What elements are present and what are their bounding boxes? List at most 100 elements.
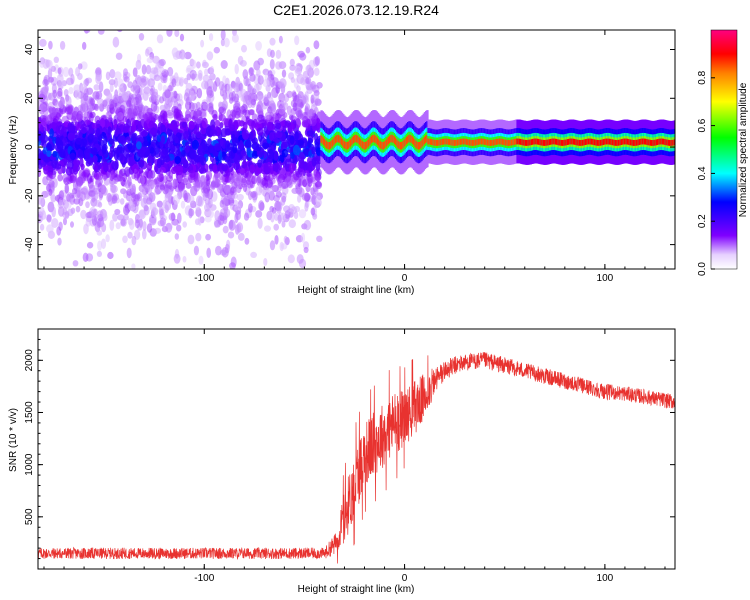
heatmap-blob xyxy=(257,217,263,229)
colorbar-tick-label: 0.8 xyxy=(697,70,708,84)
heatmap-blob xyxy=(299,113,304,120)
heatmap-blob xyxy=(257,159,262,168)
heatmap-blob xyxy=(284,176,293,187)
heatmap-blob xyxy=(120,219,126,226)
heatmap-blob xyxy=(282,102,289,111)
heatmap-blob xyxy=(65,166,73,176)
heatmap-blob xyxy=(270,49,275,59)
heatmap-blob xyxy=(101,144,107,155)
heatmap-blob xyxy=(52,150,58,158)
heatmap-blob xyxy=(95,90,103,100)
heatmap-blob xyxy=(159,184,166,191)
heatmap-blob xyxy=(255,210,263,218)
heatmap-blob xyxy=(63,131,68,138)
heatmap-blob xyxy=(117,78,124,89)
heatmap-blob xyxy=(210,129,218,137)
heatmap-blob xyxy=(269,240,276,251)
heatmap-band-cell xyxy=(495,138,499,145)
heatmap-blob xyxy=(41,117,47,126)
heatmap-blob xyxy=(66,105,73,115)
heatmap-blob xyxy=(272,162,279,173)
heatmap-blob xyxy=(311,146,316,155)
heatmap-blob xyxy=(209,33,214,42)
heatmap-blob xyxy=(262,79,270,88)
heatmap-blob xyxy=(172,124,179,131)
heatmap-blob xyxy=(126,118,132,129)
heatmap-blob xyxy=(183,174,188,183)
heatmap-blob xyxy=(55,163,62,170)
heatmap-blob xyxy=(225,169,231,177)
heatmap-band-cell xyxy=(387,136,391,145)
heatmap-blob xyxy=(150,127,158,136)
heatmap-blob xyxy=(262,142,270,149)
heatmap-blob xyxy=(113,147,121,154)
heatmap-blob xyxy=(277,178,283,187)
colorbar: 0.0 0.2 0.4 0.6 0.8 Normalized spectral ampl… xyxy=(697,29,749,276)
heatmap-blob xyxy=(119,147,125,154)
heatmap-blob xyxy=(197,144,203,156)
heatmap-blob xyxy=(51,218,59,228)
heatmap-blob xyxy=(295,170,303,178)
heatmap-blob xyxy=(171,47,179,58)
heatmap-blob xyxy=(66,77,74,86)
heatmap-blob xyxy=(42,191,50,198)
heatmap-blob xyxy=(154,227,162,234)
heatmap-blob xyxy=(301,120,309,128)
heatmap-blob xyxy=(147,193,154,202)
heatmap-blob xyxy=(182,221,187,228)
heatmap-blob xyxy=(311,192,317,200)
heatmap-blob xyxy=(249,73,256,82)
heatmap-blob xyxy=(69,121,75,133)
heatmap-blob xyxy=(80,138,88,147)
heatmap-blob xyxy=(290,206,297,215)
heatmap-blob xyxy=(220,208,228,216)
heatmap-blob xyxy=(158,206,165,215)
heatmap-blob xyxy=(270,212,275,223)
heatmap-blob xyxy=(157,82,163,91)
heatmap-blob xyxy=(43,156,51,163)
heatmap-band-cell xyxy=(439,139,442,146)
heatmap-blob xyxy=(266,148,274,159)
heatmap-blob xyxy=(143,113,149,122)
heatmap-blob xyxy=(165,222,173,233)
heatmap-blob xyxy=(313,40,320,50)
heatmap-blob xyxy=(105,71,111,81)
heatmap-blob xyxy=(284,120,291,127)
heatmap-blob xyxy=(57,237,62,246)
heatmap-band-cell xyxy=(483,138,487,145)
heatmap-blob xyxy=(88,157,94,166)
heatmap-blob xyxy=(280,212,286,220)
heatmap-blob xyxy=(162,111,168,122)
heatmap-blob xyxy=(144,48,150,57)
heatmap-blob xyxy=(113,77,119,88)
spectrogram-panel: -100 0 100 -40 -20 0 20 40 Height of straight l… xyxy=(8,29,676,296)
heatmap-blob xyxy=(58,106,63,117)
y-tick-label: -40 xyxy=(24,237,35,252)
heatmap-blob xyxy=(277,112,286,122)
heatmap-band-cell xyxy=(409,134,412,143)
heatmap-blob xyxy=(266,121,273,131)
heatmap-blob xyxy=(183,92,190,102)
heatmap-blob xyxy=(214,210,221,222)
heatmap-blob xyxy=(127,156,135,167)
heatmap-blob xyxy=(274,235,279,245)
heatmap-blob xyxy=(288,219,296,229)
heatmap-blob xyxy=(186,180,191,188)
heatmap-blob xyxy=(222,225,229,234)
heatmap-blob xyxy=(102,174,107,182)
heatmap-blob xyxy=(237,55,244,65)
heatmap-blob xyxy=(100,238,107,250)
heatmap-band-cell xyxy=(370,135,374,144)
heatmap-blob xyxy=(82,252,89,262)
heatmap-blob xyxy=(257,57,265,66)
heatmap-blob xyxy=(127,231,133,239)
heatmap-blob xyxy=(236,222,244,233)
heatmap-blob xyxy=(140,197,148,208)
heatmap-blob xyxy=(277,81,285,89)
heatmap-blob xyxy=(188,208,193,219)
y-tick-label: 0 xyxy=(24,144,35,150)
heatmap-blob xyxy=(106,192,112,203)
heatmap-blob xyxy=(312,84,320,94)
heatmap-blob xyxy=(248,92,255,103)
heatmap-band-cell xyxy=(352,135,356,144)
